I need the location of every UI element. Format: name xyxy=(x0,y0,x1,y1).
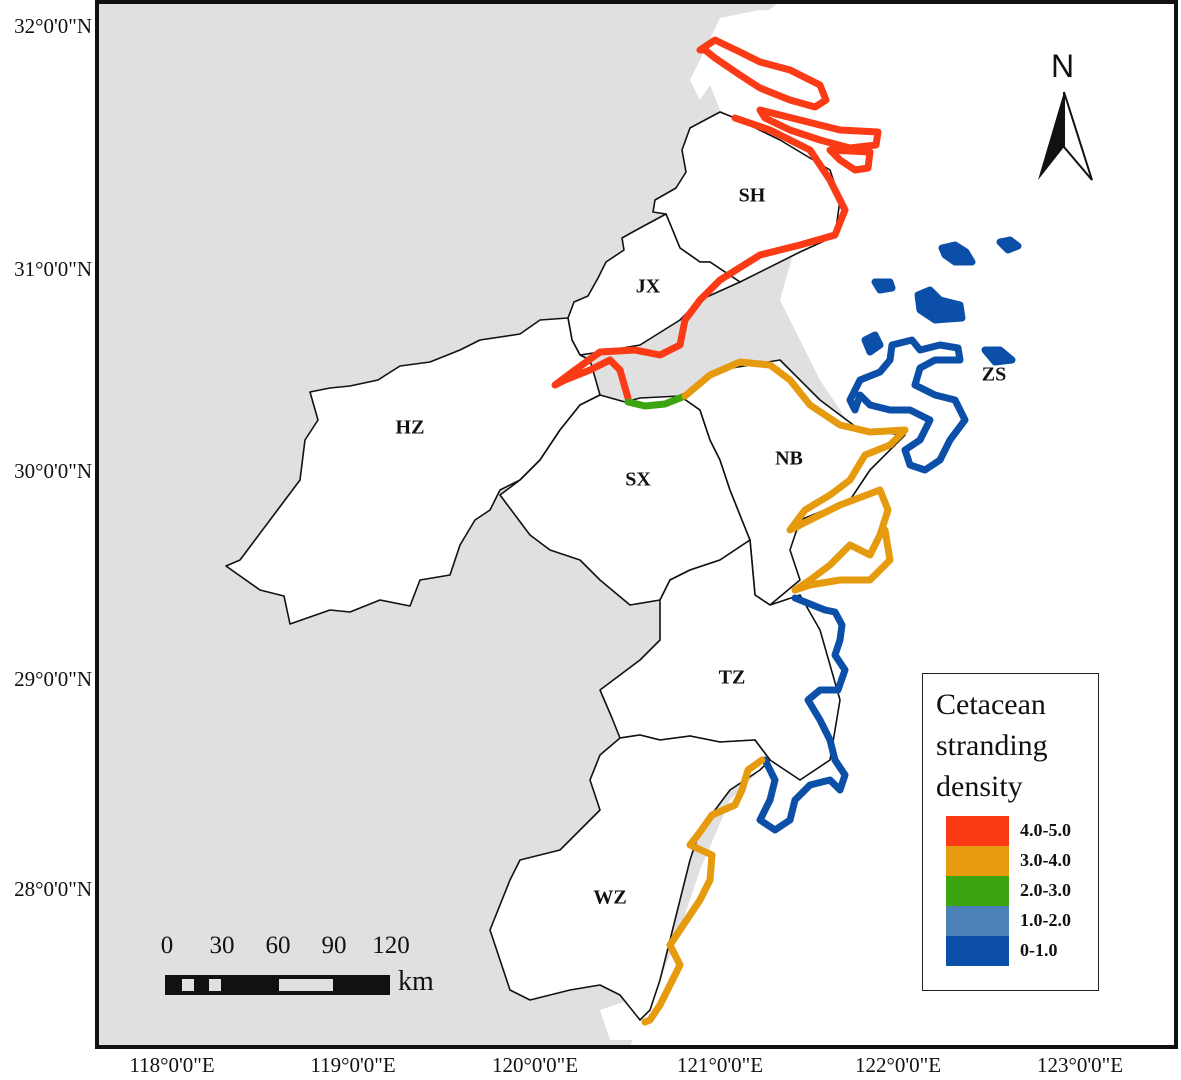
lat-label-32n: 32°0'0"N xyxy=(14,14,92,38)
north-arrow-icon xyxy=(1038,91,1093,181)
coast-density-4-5-islands xyxy=(696,36,882,174)
lon-label-119e: 119°0'0"E xyxy=(310,1053,396,1077)
legend-swatch-2-3 xyxy=(946,876,1009,906)
legend-item-3-4: 3.0-4.0 xyxy=(946,846,1096,876)
north-arrow-label: N xyxy=(1051,48,1075,84)
coast-density-0-1-zs xyxy=(846,236,1022,474)
legend-label-4-5: 4.0-5.0 xyxy=(1020,820,1071,840)
legend-label-2-3: 2.0-3.0 xyxy=(1020,880,1071,900)
lon-label-123e: 123°0'0"E xyxy=(1036,1053,1124,1077)
lon-label-122e: 122°0'0"E xyxy=(854,1053,942,1077)
legend-item-0-1: 0-1.0 xyxy=(946,936,1096,966)
region-tz xyxy=(599,539,841,781)
lat-label-30n: 30°0'0"N xyxy=(14,459,92,483)
scale-bar xyxy=(165,975,390,995)
legend-item-1-2: 1.0-2.0 xyxy=(946,906,1096,936)
yangtze-estuary xyxy=(690,10,810,100)
legend-label-3-4: 3.0-4.0 xyxy=(1020,850,1071,870)
region-label-zs: ZS xyxy=(981,363,1007,386)
lon-label-118e: 118°0'0"E xyxy=(129,1053,215,1077)
lon-label-121e: 121°0'0"E xyxy=(676,1053,764,1077)
legend-item-2-3: 2.0-3.0 xyxy=(946,876,1096,906)
region-label-tz: TZ xyxy=(718,666,746,689)
map-frame xyxy=(95,0,1178,1049)
scale-tick-0: 0 xyxy=(160,932,174,959)
legend-swatch-0-1 xyxy=(946,936,1009,966)
lat-label-31n: 31°0'0"N xyxy=(14,257,92,281)
legend-title: Cetacean stranding density xyxy=(936,688,1048,803)
lat-label-28n: 28°0'0"N xyxy=(14,877,92,901)
coast-density-3-4-nb xyxy=(681,358,909,594)
coast-density-0-1-tz xyxy=(756,594,849,834)
legend-swatch-1-2 xyxy=(946,906,1009,936)
lon-label-120e: 120°0'0"E xyxy=(491,1053,579,1077)
legend-swatch-4-5 xyxy=(946,816,1009,846)
region-label-wz: WZ xyxy=(593,886,627,909)
region-wz xyxy=(489,734,771,1021)
scale-tick-90: 90 xyxy=(321,932,347,959)
lat-label-29n: 29°0'0"N xyxy=(14,667,92,691)
legend: Cetacean stranding density 4.0-5.0 3.0-4… xyxy=(922,673,1099,991)
legend-swatch-3-4 xyxy=(946,846,1009,876)
legend-item-4-5: 4.0-5.0 xyxy=(946,816,1096,846)
coast-density-3-4-wz xyxy=(641,756,766,1026)
legend-label-0-1: 0-1.0 xyxy=(1020,940,1058,960)
region-label-hz: HZ xyxy=(395,416,425,439)
region-label-nb: NB xyxy=(775,447,803,470)
scale-tick-30: 30 xyxy=(209,932,235,959)
study-area xyxy=(225,111,906,1021)
region-nb xyxy=(679,359,906,606)
region-label-sh: SH xyxy=(738,184,766,207)
coast-density-2-3 xyxy=(624,392,689,410)
region-label-jx: JX xyxy=(635,275,661,298)
region-label-sx: SX xyxy=(625,468,651,491)
scale-tick-60: 60 xyxy=(265,932,291,959)
scale-unit: km xyxy=(398,966,434,997)
coast-density-4-5 xyxy=(551,114,849,402)
legend-label-1-2: 1.0-2.0 xyxy=(1020,910,1071,930)
scale-tick-120: 120 xyxy=(372,932,410,959)
